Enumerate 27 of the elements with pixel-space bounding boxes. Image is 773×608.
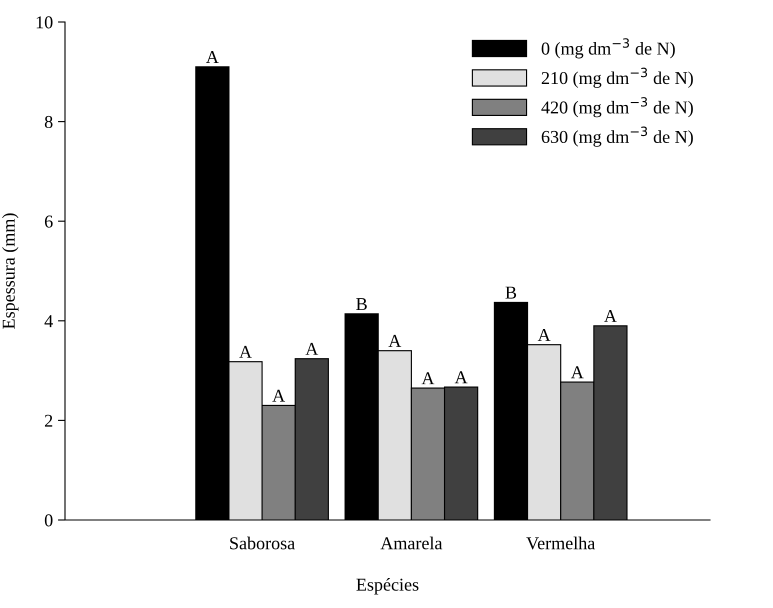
legend-label: 210 (mg dm$^{−3}$ de N) [542, 68, 693, 88]
y-tick-label: 4 [44, 315, 53, 328]
x-axis-title: Espécies [356, 578, 418, 594]
data-label: A [422, 372, 434, 384]
legend-label: 0 (mg dm$^{−3}$ de N) [542, 38, 675, 58]
data-label: B [505, 286, 516, 299]
y-tick-label: 2 [44, 414, 52, 427]
y-tick-label: 10 [36, 16, 53, 28]
y-tick-label: 6 [44, 216, 53, 228]
x-tick-label: Saborosa [230, 536, 295, 550]
data-label: A [239, 346, 252, 358]
data-label: A [570, 366, 584, 378]
data-label: A [538, 328, 551, 341]
data-label: A [206, 51, 219, 63]
legend-label: 420 (mg dm$^{−3}$ de N) [541, 97, 693, 118]
data-label: A [604, 310, 617, 322]
data-label: A [305, 342, 318, 355]
x-tick-label: Amarela [380, 536, 442, 550]
data-label: A [272, 390, 286, 402]
y-tick-label: 8 [44, 116, 53, 128]
y-axis-title: Espessura (mm) [2, 213, 18, 329]
x-tick-label: Vermelha [526, 536, 596, 550]
data-label: B [356, 298, 367, 310]
data-label: A [388, 334, 402, 347]
data-label: A [454, 371, 468, 384]
y-tick-label: 0 [44, 514, 53, 526]
legend-label: 630 (mg dm$^{−3}$ de N) [542, 126, 693, 147]
